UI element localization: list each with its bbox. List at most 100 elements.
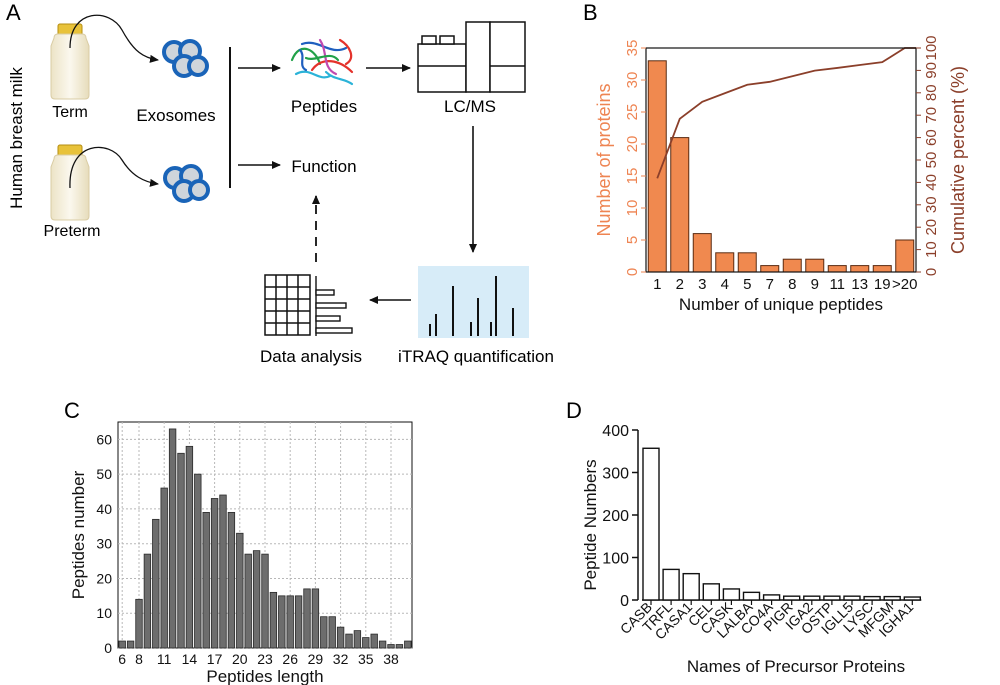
ylabel-d: Peptide Numbers xyxy=(581,459,600,590)
bar-d-13 xyxy=(903,596,921,601)
xlabel-d: Names of Precursor Proteins xyxy=(687,657,905,676)
xtick-label-b-4: 5 xyxy=(743,276,751,293)
bar-b-4 xyxy=(737,252,757,273)
exosomes-label: Exosomes xyxy=(136,106,215,125)
bar-c-14 xyxy=(236,532,244,649)
bar-d-10 xyxy=(843,595,861,601)
bar-c-22 xyxy=(303,588,311,649)
ytick-label-c-6: 60 xyxy=(96,431,112,447)
xtick-label-c-6: 23 xyxy=(257,651,273,667)
ytick-label-c-4: 40 xyxy=(96,501,112,517)
itraq-spectrum-icon xyxy=(418,266,529,338)
ytick-label-b-2: 10 xyxy=(624,200,641,217)
xtick-label-b-2: 3 xyxy=(698,276,706,293)
bar-d-1 xyxy=(662,568,680,601)
bar-c-28 xyxy=(353,630,362,649)
xtick-label-b-8: 11 xyxy=(829,276,845,293)
lcms-label: LC/MS xyxy=(444,97,496,116)
y2tick-label-b-5: 50 xyxy=(923,152,940,169)
bar-b-10 xyxy=(872,265,892,273)
bar-c-3 xyxy=(143,553,152,649)
bar-d-0 xyxy=(642,447,660,601)
bar-c-26 xyxy=(336,626,345,649)
bar-b-0 xyxy=(647,60,667,273)
bar-c-30 xyxy=(370,633,378,649)
bar-d-8 xyxy=(803,595,821,601)
xtick-label-c-5: 20 xyxy=(232,651,248,667)
y2tick-label-b-7: 70 xyxy=(923,107,940,124)
bar-c-21 xyxy=(294,595,303,649)
y2tick-label-b-8: 80 xyxy=(923,84,940,101)
chart-c: 0 10 20 30 40 50 60 6 8 11 14 17 20 23 26 29 32 35 38 Pepti… xyxy=(69,421,413,685)
cumulative-line xyxy=(656,47,916,179)
xtick-label-b-6: 8 xyxy=(788,276,796,293)
bar-b-9 xyxy=(850,265,870,273)
term-to-exosome-arrow xyxy=(69,14,159,63)
bar-c-33 xyxy=(395,644,404,649)
bar-c-5 xyxy=(160,487,168,649)
ytick-label-d-4: 400 xyxy=(602,423,629,440)
ytick-label-c-0: 0 xyxy=(104,640,112,656)
xtick-label-c-4: 17 xyxy=(207,651,223,667)
y2tick-label-b-0: 0 xyxy=(923,268,940,276)
bar-c-23 xyxy=(311,588,320,649)
bar-d-7 xyxy=(783,595,801,601)
bar-c-20 xyxy=(286,595,294,649)
y2tick-label-b-9: 90 xyxy=(923,62,940,79)
panel-b-letter: B xyxy=(583,0,598,25)
bar-c-17 xyxy=(261,553,269,649)
bar-c-4 xyxy=(152,518,160,649)
bar-d-12 xyxy=(883,595,901,601)
bar-c-29 xyxy=(362,637,370,649)
bar-b-3 xyxy=(715,252,735,273)
ytick-label-b-0: 0 xyxy=(624,268,641,276)
itraq-label: iTRAQ quantification xyxy=(398,347,554,366)
bar-b-6 xyxy=(782,258,802,273)
bar-c-31 xyxy=(378,640,387,649)
bar-c-24 xyxy=(320,616,328,649)
ytick-label-d-3: 300 xyxy=(602,466,629,483)
ylabel-b: Number of proteins xyxy=(594,83,614,236)
bar-d-3 xyxy=(702,583,720,601)
term-exosome-icon xyxy=(162,39,209,78)
ytick-label-d-0: 0 xyxy=(620,593,629,610)
ytick-label-c-2: 20 xyxy=(96,570,112,586)
bar-b-7 xyxy=(805,258,825,273)
bar-b-11 xyxy=(895,239,915,273)
xtick-label-c-0: 6 xyxy=(118,651,126,667)
preterm-to-exosome-arrow xyxy=(69,146,159,189)
xtick-label-b-10: 19 xyxy=(874,276,891,293)
ytick-label-d-2: 200 xyxy=(602,508,629,525)
ytick-label-b-6: 30 xyxy=(624,72,641,89)
bar-d-4 xyxy=(722,588,741,601)
peptides-label: Peptides xyxy=(291,97,357,116)
bar-d-9 xyxy=(823,595,841,601)
ytick-label-b-3: 15 xyxy=(624,168,641,185)
xtick-label-c-8: 29 xyxy=(308,651,324,667)
bar-c-10 xyxy=(202,512,210,649)
bar-d-6 xyxy=(762,594,781,601)
y2tick-label-b-10: 100 xyxy=(923,35,940,60)
xtick-label-b-1: 2 xyxy=(676,276,684,293)
bar-b-2 xyxy=(692,233,712,273)
bar-c-27 xyxy=(345,633,353,649)
chart-d: 0100200300400CASBTRFLCASA1CELCASKLALBACO… xyxy=(581,423,922,676)
y2label-b: Cumulative percent (%) xyxy=(948,66,968,254)
xtick-label-c-2: 11 xyxy=(157,651,172,667)
panel-c: C 0 10 20 30 40 50 60 6 8 11 14 17 20 23 26 29 32 35 38 Pep… xyxy=(64,398,413,685)
chart-b: 0 5 10 15 20 25 30 35 0 10 20 30 40 50 60 70 80 90 100 1 2 3 4… xyxy=(594,35,968,314)
bar-d-2 xyxy=(682,572,700,601)
bar-c-8 xyxy=(185,445,194,649)
xtick-label-c-1: 8 xyxy=(135,651,143,667)
ytick-label-c-3: 30 xyxy=(96,536,112,552)
ytick-label-b-7: 35 xyxy=(624,40,641,57)
term-label: Term xyxy=(52,104,88,121)
bar-c-32 xyxy=(387,644,395,649)
panel-c-letter: C xyxy=(64,398,80,423)
bar-b-5 xyxy=(760,265,780,273)
y2tick-label-b-3: 30 xyxy=(923,196,940,213)
lcms-instrument-icon xyxy=(417,21,526,93)
preterm-exosome-icon xyxy=(163,164,210,203)
